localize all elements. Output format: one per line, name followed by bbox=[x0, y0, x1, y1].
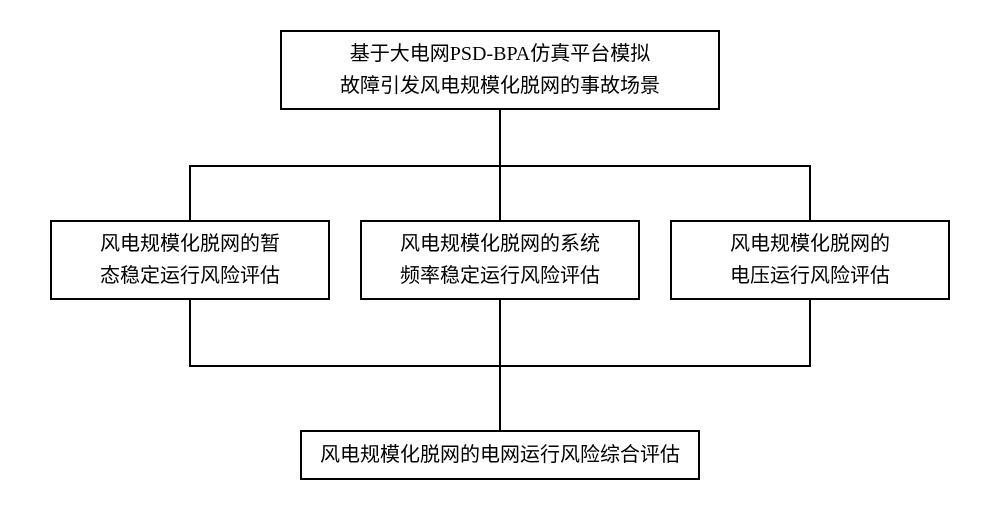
connector-top-stem bbox=[499, 110, 501, 165]
connector-from-left bbox=[189, 300, 191, 365]
connector-from-middle bbox=[499, 300, 501, 365]
connector-to-left bbox=[189, 165, 191, 220]
node-left-line1: 风电规模化脱网的暂 bbox=[100, 228, 280, 260]
node-top-line1: 基于大电网PSD-BPA仿真平台模拟 bbox=[350, 38, 650, 70]
node-top-line2: 故障引发风电规模化脱网的事故场景 bbox=[340, 70, 660, 102]
node-middle-line2: 频率稳定运行风险评估 bbox=[400, 260, 600, 292]
node-middle-line1: 风电规模化脱网的系统 bbox=[400, 228, 600, 260]
node-right-voltage: 风电规模化脱网的 电压运行风险评估 bbox=[670, 220, 950, 300]
connector-from-right bbox=[809, 300, 811, 365]
connector-bottom-stem bbox=[499, 365, 501, 430]
node-right-line2: 电压运行风险评估 bbox=[730, 260, 890, 292]
node-bottom-comprehensive: 风电规模化脱网的电网运行风险综合评估 bbox=[300, 430, 700, 480]
flowchart-container: 基于大电网PSD-BPA仿真平台模拟 故障引发风电规模化脱网的事故场景 风电规模… bbox=[0, 0, 1000, 511]
node-left-line2: 态稳定运行风险评估 bbox=[100, 260, 280, 292]
node-top-simulation: 基于大电网PSD-BPA仿真平台模拟 故障引发风电规模化脱网的事故场景 bbox=[280, 30, 720, 110]
connector-to-right bbox=[809, 165, 811, 220]
node-bottom-line1: 风电规模化脱网的电网运行风险综合评估 bbox=[320, 439, 680, 471]
node-right-line1: 风电规模化脱网的 bbox=[730, 228, 890, 260]
node-middle-frequency: 风电规模化脱网的系统 频率稳定运行风险评估 bbox=[360, 220, 640, 300]
connector-to-middle bbox=[499, 165, 501, 220]
node-left-transient: 风电规模化脱网的暂 态稳定运行风险评估 bbox=[50, 220, 330, 300]
